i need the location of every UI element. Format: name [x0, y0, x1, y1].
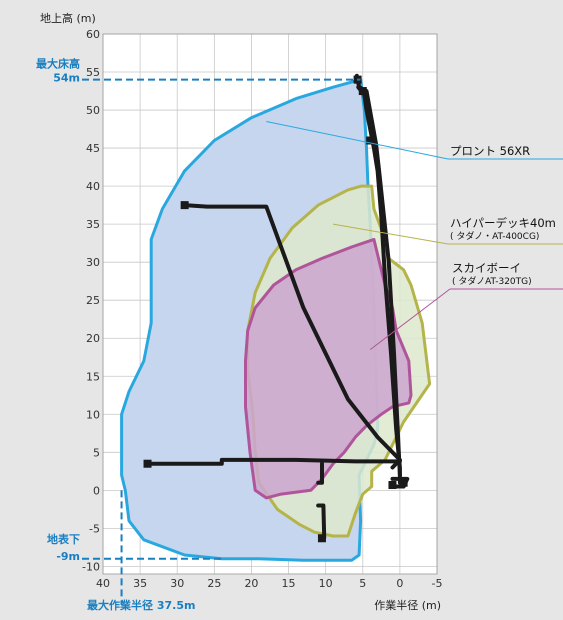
label-layer: プロント 56XR ハイパーデッキ40m( タダノ・AT-400CG) スカイボーイ…: [266, 120, 563, 351]
y-tick-label: 50: [86, 104, 100, 117]
x-tick-label: -5: [432, 577, 443, 590]
series-sublabel: ( タダノ・AT-400CG): [450, 230, 539, 242]
series-sublabel: ( タダノAT-320TG): [452, 275, 532, 287]
plot-frame: [102, 33, 438, 575]
y-axis-label: 地上高 (m): [40, 11, 96, 25]
boom-line: [316, 461, 324, 485]
y-tick-label: 30: [86, 256, 100, 269]
y-tick-label: -5: [89, 522, 100, 535]
boom-marker: [366, 136, 375, 145]
boom-marker: [399, 478, 408, 487]
y-tick-label: 15: [86, 370, 100, 383]
envelope-sky-boy: [244, 237, 413, 500]
series-label: ハイパーデッキ40m: [450, 216, 556, 230]
x-tick-label: 5: [359, 577, 366, 590]
max-radius-label: 最大作業半径 37.5m: [87, 598, 195, 612]
y-tick-label: 5: [93, 446, 100, 459]
boom-line: [182, 203, 402, 470]
x-tick-label: 30: [170, 577, 184, 590]
below-ground-value: -9m: [56, 550, 80, 563]
x-tick-label: 40: [96, 577, 110, 590]
callout-leader: [266, 120, 449, 160]
series-label: スカイボーイ: [452, 261, 521, 275]
y-tick-label: 55: [86, 66, 100, 79]
series-label: プロント 56XR: [450, 144, 530, 158]
y-tick-label: 35: [86, 218, 100, 231]
x-tick-label: 35: [133, 577, 147, 590]
y-tick-label: 25: [86, 294, 100, 307]
x-axis-label: 作業半径 (m): [374, 598, 441, 612]
x-tick-label: 0: [396, 577, 403, 590]
series-layer: [120, 78, 432, 562]
tick-layer: 40 35 30 25 20 15 10 5 0 -56055504540353025201510…: [82, 28, 442, 590]
boom-line: [145, 457, 402, 466]
x-tick-label: 15: [282, 577, 296, 590]
y-tick-label: 20: [86, 332, 100, 345]
below-ground-label: 地表下: [47, 532, 80, 546]
y-tick-label: -10: [82, 560, 100, 573]
y-tick-label: 0: [93, 484, 100, 497]
callout-leader: [333, 223, 449, 245]
boom-layer: [143, 73, 410, 543]
max-height-value: 54m: [53, 72, 80, 85]
y-tick-label: 45: [86, 142, 100, 155]
boom-marker: [180, 201, 189, 210]
x-tick-label: 25: [207, 577, 221, 590]
callout-leader: [369, 288, 451, 351]
y-tick-label: 60: [86, 28, 100, 41]
y-tick-label: 40: [86, 180, 100, 193]
boom-marker: [388, 481, 397, 490]
boom-marker: [358, 87, 367, 96]
max-height-label: 最大床高: [36, 57, 80, 71]
x-tick-label: 10: [319, 577, 333, 590]
boom-marker: [143, 459, 152, 468]
x-tick-label: 20: [244, 577, 258, 590]
boom-line: [316, 503, 327, 540]
boom-marker: [317, 534, 326, 543]
y-tick-label: 10: [86, 408, 100, 421]
